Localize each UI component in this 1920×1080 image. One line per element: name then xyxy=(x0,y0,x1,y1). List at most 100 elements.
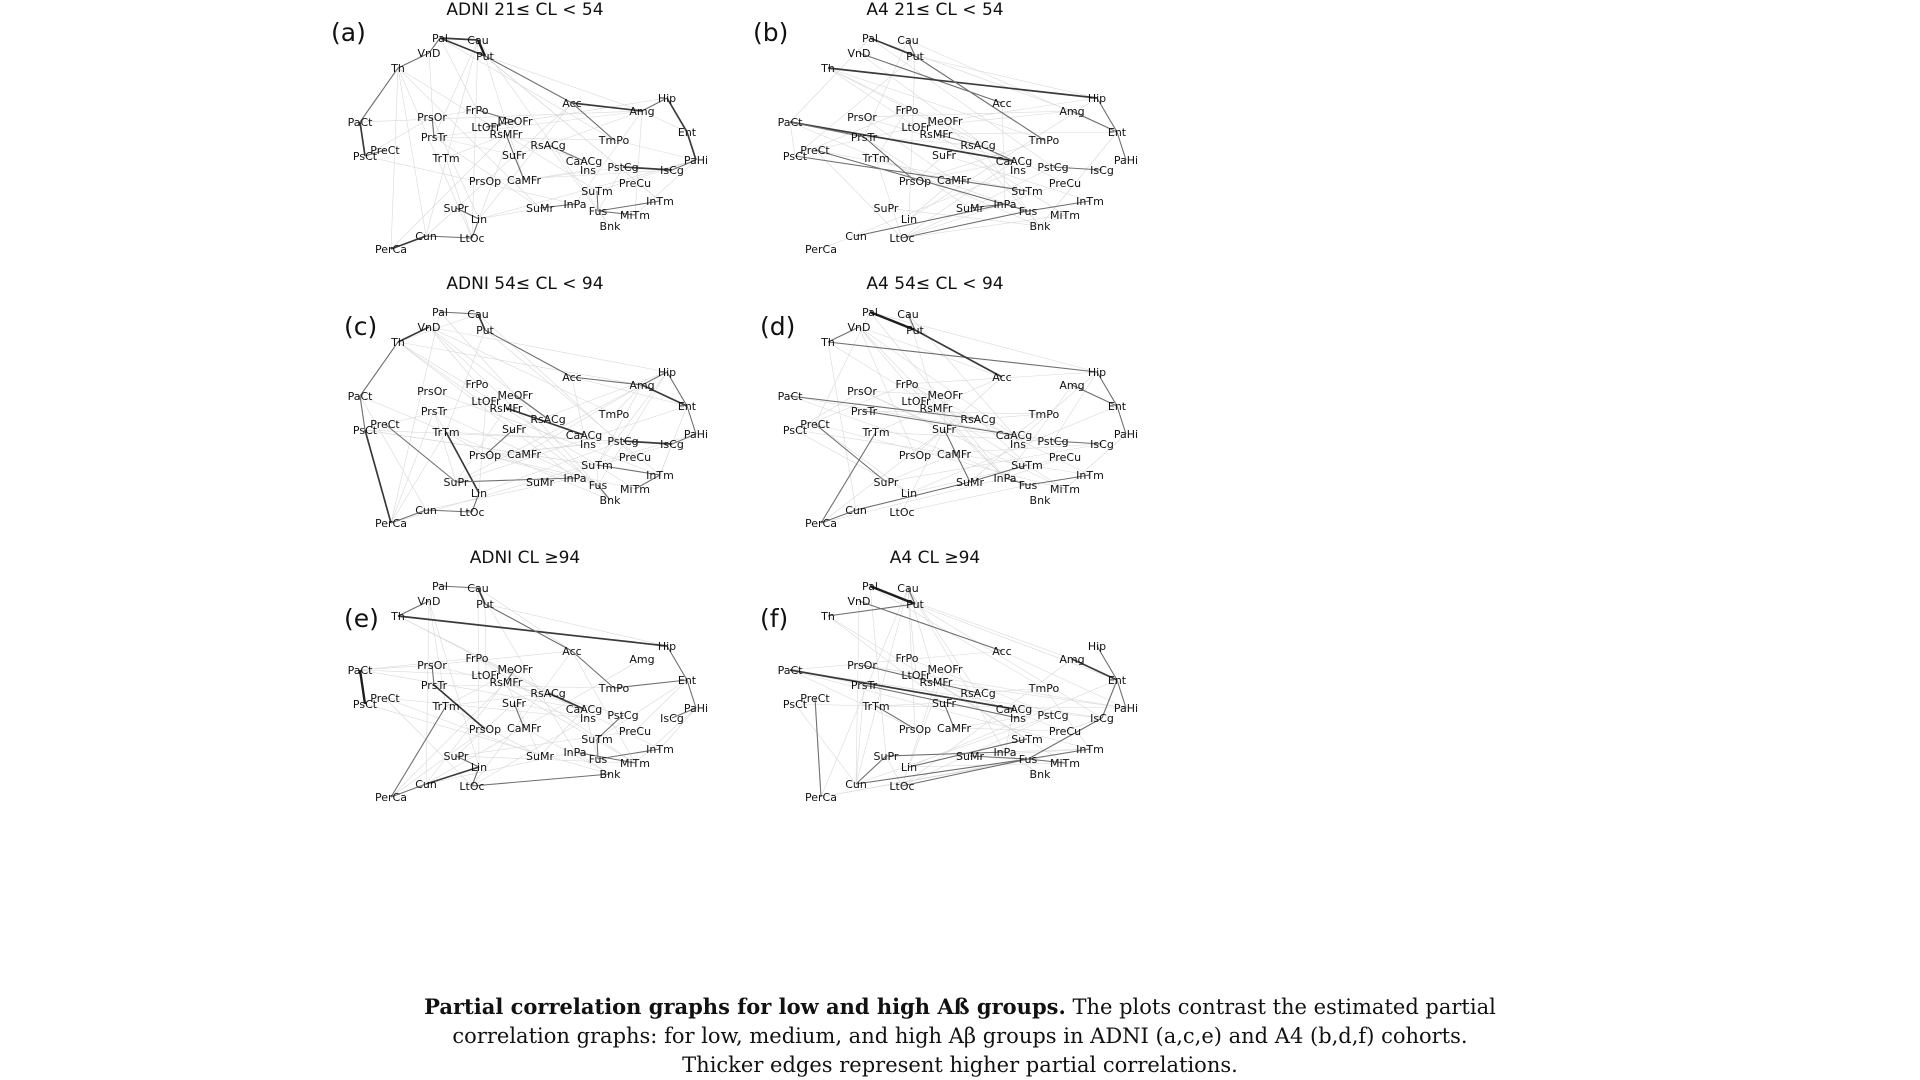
edge-Hip-Ent xyxy=(666,645,688,681)
edge-Put-Acc xyxy=(484,329,573,378)
node-Th: Th xyxy=(390,336,405,349)
weak-edge xyxy=(359,664,433,671)
node-RsMFr: RsMFr xyxy=(920,128,953,141)
weak-edge xyxy=(634,679,688,732)
weak-edge xyxy=(445,705,541,757)
weak-edge xyxy=(596,384,643,466)
weak-edge xyxy=(445,431,486,456)
node-Pal: Pal xyxy=(862,32,878,45)
node-Put: Put xyxy=(906,324,924,337)
edge-RsACg-CaACg xyxy=(547,692,585,710)
edge-InPa-MiTm xyxy=(574,751,636,764)
node-Amg: Amg xyxy=(1059,379,1084,392)
node-Cun: Cun xyxy=(845,778,867,791)
node-PrsOr: PrsOr xyxy=(417,659,447,672)
edge-TrTm-PrsOp xyxy=(875,705,916,730)
edge-Hip-Ent xyxy=(1096,371,1118,407)
edge-PrsTr-CaACg xyxy=(863,410,1015,436)
node-Hip: Hip xyxy=(1088,92,1106,105)
node-LtOc: LtOc xyxy=(459,780,484,793)
node-PrsOr: PrsOr xyxy=(847,385,877,398)
edge-PaCt-CaACg xyxy=(789,121,1015,162)
node-RsMFr: RsMFr xyxy=(490,128,523,141)
edge-Cau-Put xyxy=(477,313,486,331)
weak-edge xyxy=(794,429,1028,466)
node-Put: Put xyxy=(906,598,924,611)
node-Pal: Pal xyxy=(432,32,448,45)
weak-edge xyxy=(789,650,1003,671)
node-LtOFr: LtOFr xyxy=(901,669,931,682)
weak-edge xyxy=(820,748,1091,798)
weak-edge xyxy=(425,102,573,237)
node-Bnk: Bnk xyxy=(1030,768,1052,781)
edge-PsCt-PerCa xyxy=(364,429,392,524)
edge-Ent-PaHi xyxy=(686,679,697,709)
node-SuFr: SuFr xyxy=(502,149,526,162)
weak-edge xyxy=(384,697,589,719)
edge-PaCt-PrsTr xyxy=(789,121,865,138)
weak-edge xyxy=(523,384,643,455)
weak-edge xyxy=(901,182,1066,239)
panel-label: (e) xyxy=(344,604,379,633)
weak-edge xyxy=(789,121,796,157)
node-PrsTr: PrsTr xyxy=(851,679,878,692)
weak-edge xyxy=(477,313,636,458)
node-Th: Th xyxy=(820,62,835,75)
node-InTm: InTm xyxy=(1076,195,1104,208)
node-IsCg: IsCg xyxy=(1090,712,1114,725)
node-FrPo: FrPo xyxy=(895,652,918,665)
weak-edge xyxy=(397,341,636,490)
weak-edge xyxy=(485,97,668,128)
weak-edge xyxy=(471,650,573,787)
edge-Cau-Put xyxy=(907,587,916,605)
edge-PaCt-PsCt xyxy=(359,121,366,157)
edge-Amg-Hip xyxy=(641,97,668,112)
edge-RsMFr-SuFr xyxy=(505,133,515,156)
weak-edge xyxy=(907,313,1015,436)
edge-VnD-Th xyxy=(397,600,430,617)
weak-edge xyxy=(433,410,599,486)
edge-PreCt-Fus xyxy=(814,149,1029,212)
weak-edge xyxy=(485,674,636,764)
panel-title: A4 54≤ CL < 94 xyxy=(866,274,1003,294)
weak-edge xyxy=(855,714,1054,785)
weak-edge xyxy=(1039,214,1066,227)
weak-edge xyxy=(484,603,668,647)
node-PreCu: PreCu xyxy=(1049,451,1081,464)
edge-Cau-Put xyxy=(477,587,486,605)
node-PrsOr: PrsOr xyxy=(417,111,447,124)
weak-edge xyxy=(484,454,599,486)
edge-InPa-SuMr xyxy=(539,203,576,209)
weak-edge xyxy=(863,136,971,209)
edge-PstCg-IsCg xyxy=(622,440,673,445)
edge-Fus-InTm xyxy=(1027,748,1091,760)
edge-Amg-Ent xyxy=(641,384,688,407)
weak-edge xyxy=(425,39,479,237)
node-LtOFr: LtOFr xyxy=(471,395,501,408)
weak-edge xyxy=(943,428,1015,436)
node-IsCg: IsCg xyxy=(660,712,684,725)
edge-InPa-Fus xyxy=(1004,477,1029,486)
node-MeOFr: MeOFr xyxy=(928,663,963,676)
node-SuTm: SuTm xyxy=(581,185,612,198)
weak-edge xyxy=(364,155,576,205)
edge-VnD-Th xyxy=(397,326,430,343)
node-Ins: Ins xyxy=(580,438,596,451)
weak-edge xyxy=(476,657,636,764)
edge-PrsOr-RsACg xyxy=(861,664,979,694)
edge-LtOFr-MeOFr xyxy=(485,120,516,128)
node-IsCg: IsCg xyxy=(660,164,684,177)
node-Lin: Lin xyxy=(471,213,487,226)
node-PaCt: PaCt xyxy=(778,390,804,403)
node-PrsTr: PrsTr xyxy=(421,131,448,144)
edge-Pal-Put xyxy=(869,310,916,332)
weak-edge xyxy=(914,139,1045,182)
edge-PaCt-PsCt xyxy=(359,395,366,431)
node-Ins: Ins xyxy=(580,712,596,725)
node-PsCt: PsCt xyxy=(353,150,378,163)
node-PaHi: PaHi xyxy=(684,702,708,715)
edge-Cau-Put xyxy=(907,39,916,57)
node-Fus: Fus xyxy=(589,479,608,492)
panel-label: (d) xyxy=(760,312,795,341)
